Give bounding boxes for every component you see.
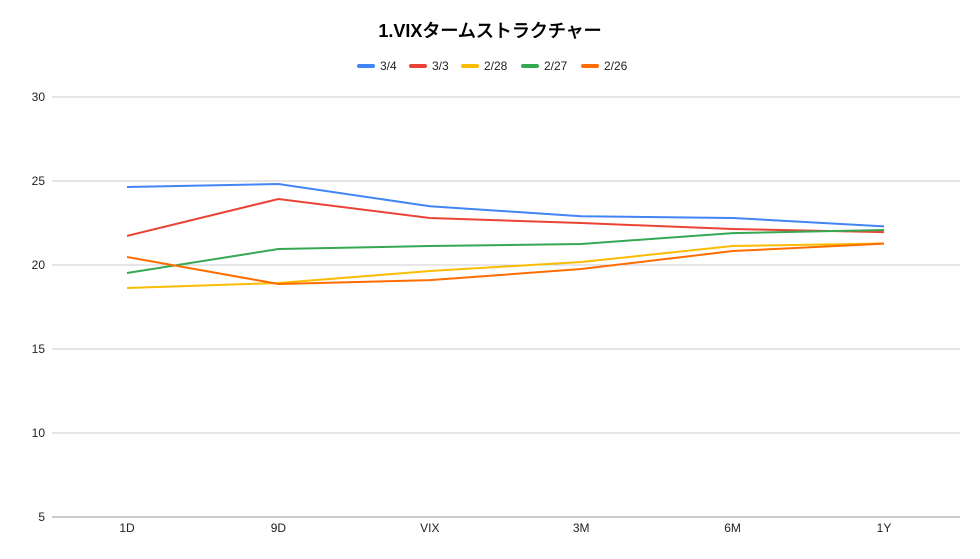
y-tick-label: 10 xyxy=(32,426,46,440)
legend-label: 3/3 xyxy=(432,59,449,73)
series-line-3/4 xyxy=(126,183,885,228)
chart-title: 1.VIXタームストラクチャー xyxy=(378,21,601,41)
legend-label: 2/27 xyxy=(544,59,568,73)
legend-label: 3/4 xyxy=(380,59,397,73)
y-tick-label: 30 xyxy=(32,90,46,104)
y-tick-label: 5 xyxy=(38,510,45,524)
x-tick-label: 9D xyxy=(271,521,287,535)
legend-label: 2/28 xyxy=(484,59,508,73)
series-line-2/26 xyxy=(126,242,885,285)
series-line-2/27 xyxy=(126,229,885,275)
y-tick-label: 25 xyxy=(32,174,46,188)
x-tick-label: 1Y xyxy=(877,521,892,535)
x-tick-label: 1D xyxy=(119,521,135,535)
x-tick-label: 3M xyxy=(573,521,590,535)
series-line-2/28 xyxy=(126,242,885,290)
series-line-3/3 xyxy=(126,197,885,237)
legend-label: 2/26 xyxy=(604,59,628,73)
y-tick-label: 20 xyxy=(32,258,46,272)
x-tick-label: 6M xyxy=(724,521,741,535)
x-tick-label: VIX xyxy=(420,521,439,535)
y-tick-label: 15 xyxy=(32,342,46,356)
